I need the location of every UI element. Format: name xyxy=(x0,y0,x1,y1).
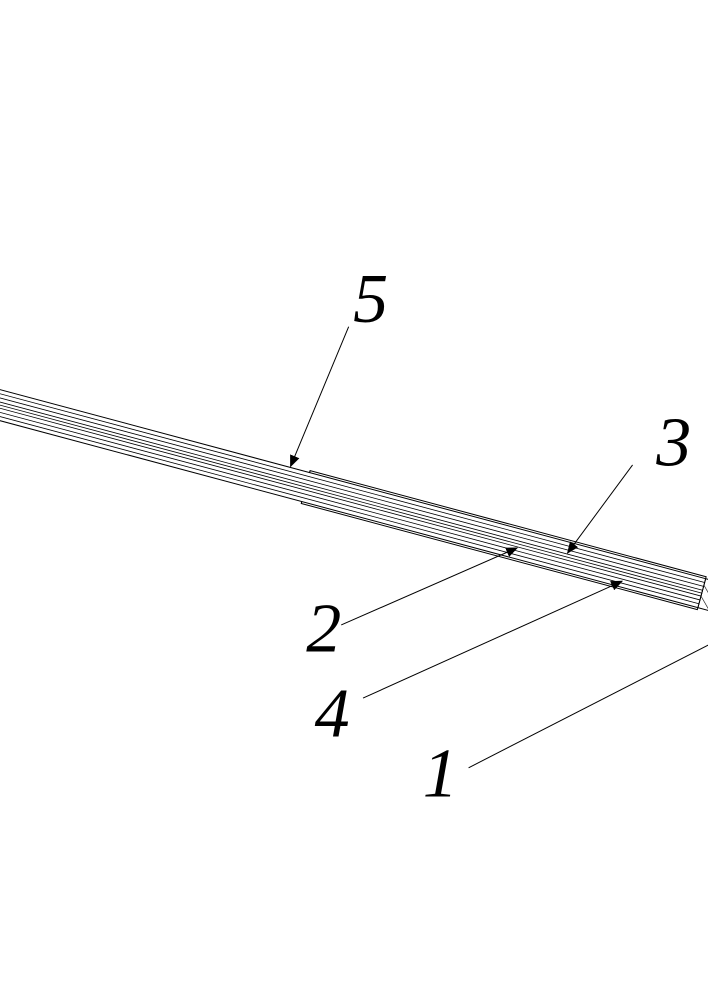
callout-label: 5 xyxy=(353,261,388,338)
callout-label: 2 xyxy=(306,590,341,667)
callout-leader xyxy=(291,322,349,472)
callout-label: 3 xyxy=(655,405,691,482)
shaft-outline xyxy=(0,372,706,608)
callout-label: 4 xyxy=(315,675,350,752)
callout-label: 1 xyxy=(423,735,458,812)
